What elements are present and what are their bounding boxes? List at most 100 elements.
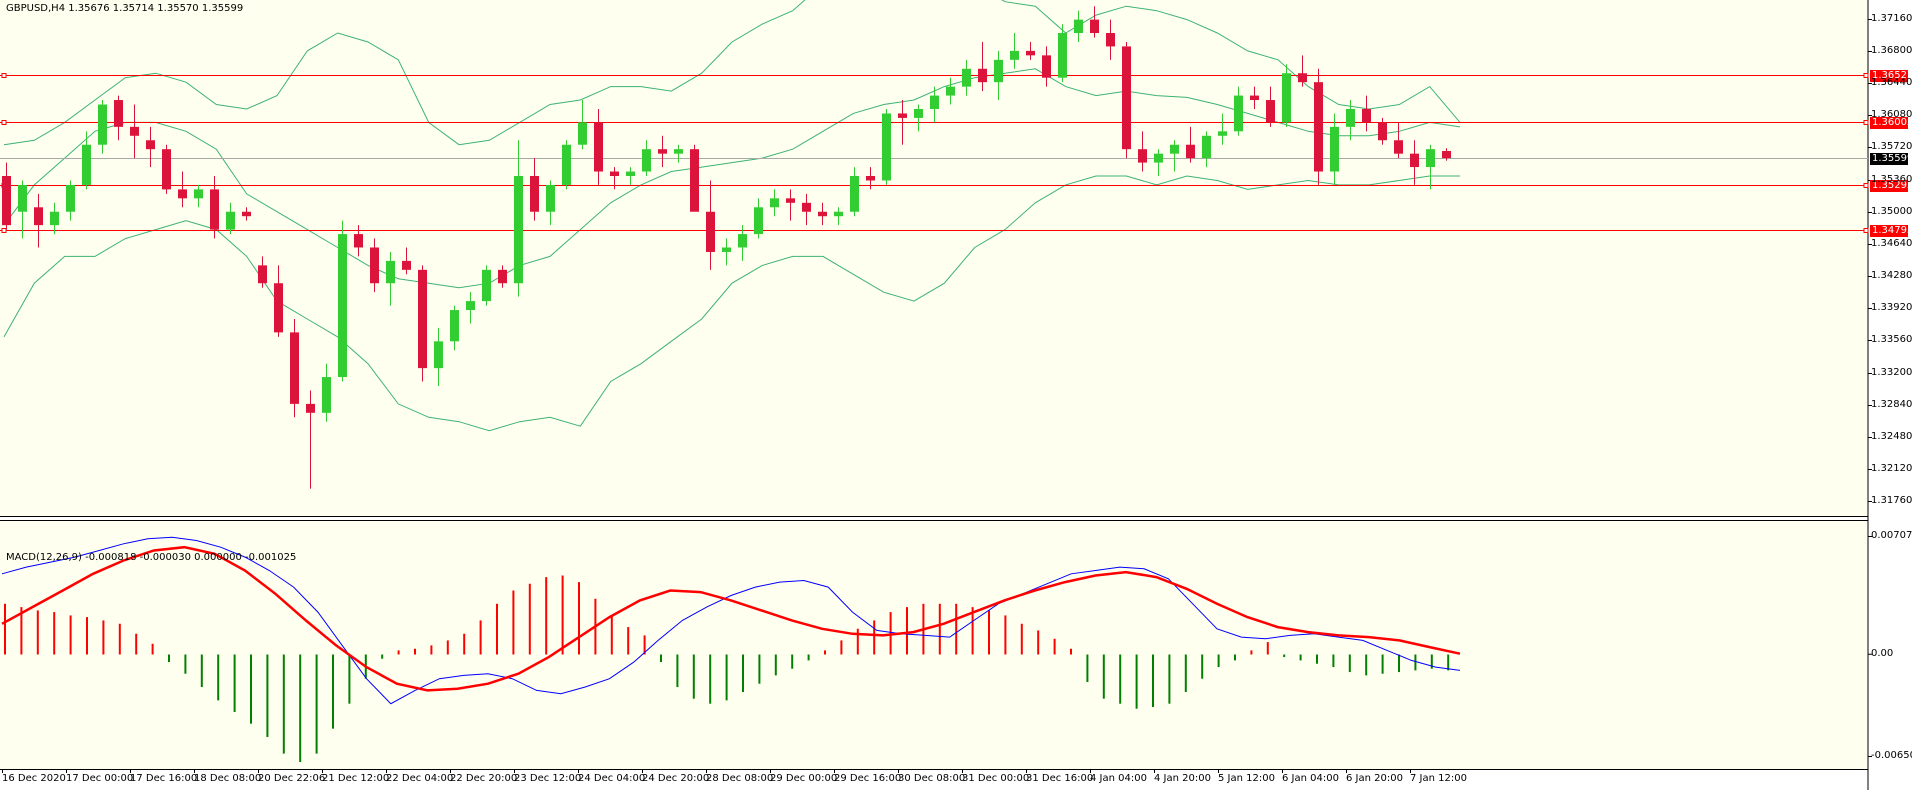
time-tick-label: 20 Dec 22:06 — [258, 773, 326, 784]
bear-candle — [1138, 149, 1147, 163]
macd-line — [1, 536, 1461, 705]
price-tick-label: 1.32120 — [1871, 463, 1912, 474]
bear-candle — [1298, 73, 1307, 83]
bull-candle — [1330, 126, 1339, 172]
macd-tick-label: 0.00 — [1871, 647, 1894, 659]
bear-candle — [594, 122, 603, 172]
price-tick-label: 1.34280 — [1871, 270, 1912, 281]
macd-tick-label: 0.00707 — [1871, 530, 1912, 541]
bull-candle — [674, 149, 683, 154]
bear-candle — [978, 68, 987, 83]
bull-candle — [514, 176, 523, 284]
bear-candle — [258, 265, 267, 284]
hline-handle — [1, 228, 7, 233]
bull-candle — [914, 108, 923, 118]
time-tick-label: 17 Dec 16:00 — [130, 773, 198, 784]
bear-candle — [1378, 122, 1387, 141]
axis-ticks — [2, 19, 1872, 773]
candles — [2, 6, 1451, 489]
time-tick-label: 24 Dec 04:00 — [578, 773, 646, 784]
bear-candle — [866, 176, 875, 181]
macd-header: MACD(12,26,9) -0.000818 -0.000030 0.0000… — [6, 552, 297, 563]
bull-candle — [738, 234, 747, 248]
time-tick-label: 17 Dec 00:00 — [66, 773, 134, 784]
bull-candle — [1010, 50, 1019, 60]
hline-price-tag: 1.35295 — [1870, 179, 1912, 192]
bear-candle — [1122, 46, 1131, 150]
signal-line — [1, 545, 1461, 692]
bear-candle — [210, 189, 219, 230]
bear-candle — [1442, 150, 1451, 159]
bull-candle — [98, 104, 107, 145]
macd-tick-label: -0.006501 — [1871, 750, 1912, 761]
time-tick-label: 31 Dec 16:00 — [1026, 773, 1094, 784]
time-tick-label: 21 Dec 12:00 — [322, 773, 390, 784]
time-tick-label: 18 Dec 08:00 — [194, 773, 262, 784]
price-tick-label: 1.36800 — [1871, 45, 1912, 56]
bollinger-lower-line — [3, 175, 1460, 432]
bear-candle — [1394, 140, 1403, 154]
bull-candle — [946, 86, 955, 96]
hline-handle — [1863, 183, 1869, 188]
time-tick-label: 22 Dec 04:00 — [386, 773, 454, 784]
hline-handle — [1863, 120, 1869, 125]
current-price-tag: 1.35599 — [1870, 152, 1912, 165]
price-tick-label: 1.33560 — [1871, 334, 1912, 345]
bull-candle — [578, 122, 587, 145]
macd-panel-background — [0, 520, 1868, 769]
bull-candle — [434, 341, 443, 369]
bear-candle — [370, 247, 379, 284]
bear-candle — [1410, 153, 1419, 168]
bull-candle — [1426, 149, 1435, 168]
macd-indicator — [1, 536, 1461, 762]
bull-candle — [1074, 19, 1083, 34]
hline-handle — [1, 120, 7, 125]
time-tick-label: 22 Dec 20:00 — [450, 773, 518, 784]
bull-candle — [930, 95, 939, 109]
time-tick-label: 23 Dec 12:00 — [514, 773, 582, 784]
bull-candle — [1058, 33, 1067, 78]
time-tick-label: 29 Dec 00:00 — [770, 773, 838, 784]
bear-candle — [786, 198, 795, 203]
bear-candle — [898, 113, 907, 118]
bull-candle — [562, 144, 571, 185]
bull-candle — [722, 247, 731, 252]
time-tick-label: 16 Dec 2020 — [2, 773, 66, 784]
bull-candle — [66, 184, 75, 212]
bull-candle — [482, 269, 491, 302]
price-tick-label: 1.32480 — [1871, 431, 1912, 442]
bear-candle — [242, 211, 251, 217]
time-tick-label: 31 Dec 00:00 — [962, 773, 1030, 784]
bull-candle — [754, 207, 763, 235]
bear-candle — [1250, 95, 1259, 101]
bear-candle — [290, 332, 299, 404]
bull-candle — [386, 260, 395, 284]
bull-candle — [850, 176, 859, 212]
bull-candle — [1170, 144, 1179, 154]
bear-candle — [498, 269, 507, 284]
time-tick-label: 6 Jan 04:00 — [1282, 773, 1339, 784]
bear-candle — [1266, 100, 1275, 123]
bull-candle — [882, 113, 891, 181]
price-tick-label: 1.32840 — [1871, 399, 1912, 410]
bull-candle — [834, 211, 843, 217]
bear-candle — [306, 403, 315, 413]
bear-candle — [1042, 55, 1051, 78]
bull-candle — [994, 59, 1003, 83]
hline-handle — [1, 73, 7, 78]
time-tick-label: 4 Jan 04:00 — [1090, 773, 1147, 784]
bull-candle — [322, 377, 331, 413]
bear-candle — [1362, 108, 1371, 123]
hline-handle — [1863, 73, 1869, 78]
horizontal-lines[interactable] — [0, 73, 1869, 233]
hline-price-tag: 1.34793 — [1870, 224, 1912, 237]
price-tick-label: 1.36440 — [1871, 77, 1912, 88]
bull-candle — [1202, 135, 1211, 159]
bollinger-middle-line — [3, 68, 1461, 289]
bull-candle — [546, 184, 555, 212]
time-tick-label: 5 Jan 12:00 — [1218, 773, 1275, 784]
symbol-header: GBPUSD,H4 1.35676 1.35714 1.35570 1.3559… — [6, 3, 244, 14]
price-tick-label: 1.34640 — [1871, 238, 1912, 249]
